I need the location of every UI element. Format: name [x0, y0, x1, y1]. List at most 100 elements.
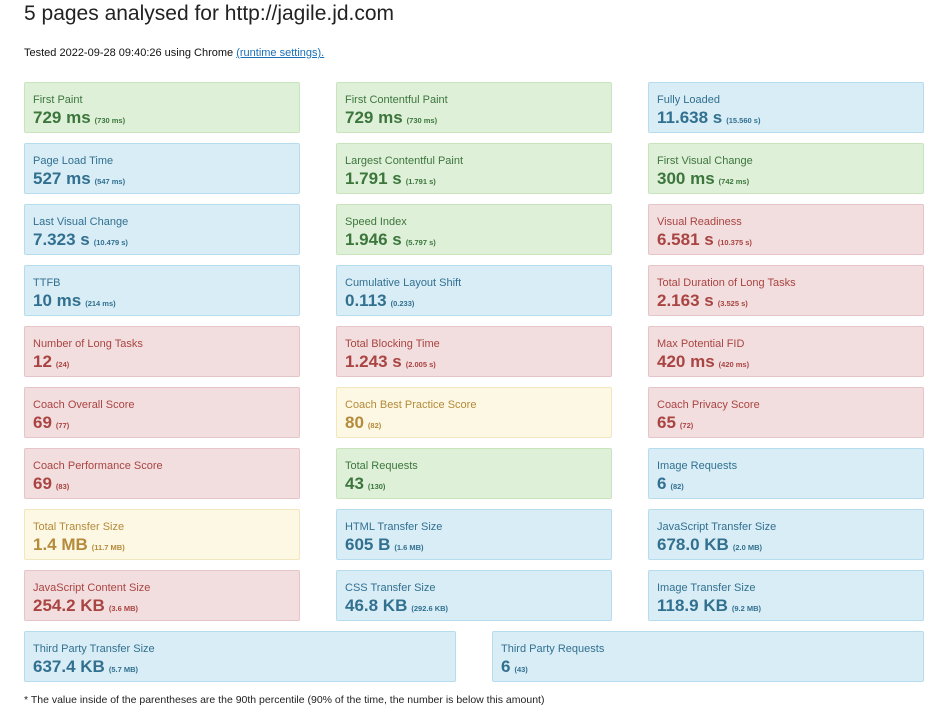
metric-value-row: 43 (130): [345, 474, 385, 494]
metric-value-row: 1.4 MB (11.7 MB): [33, 535, 125, 555]
metric-p90: (83): [55, 482, 70, 491]
metric-p90: (730 ms): [94, 116, 126, 125]
metric-value-row: 254.2 KB (3.6 MB): [33, 596, 138, 616]
metric-label: First Visual Change: [657, 155, 753, 167]
metric-card-first-contentful-paint: First Contentful Paint 729 ms (730 ms): [336, 82, 612, 133]
metric-card-coach-privacy-score: Coach Privacy Score 65 (72): [648, 387, 924, 438]
metric-p90: (2.005 s): [405, 360, 436, 369]
metric-label: Image Requests: [657, 460, 738, 472]
metric-card-largest-contentful-paint: Largest Contentful Paint 1.791 s (1.791 s): [336, 143, 612, 194]
metric-value: 729 ms: [345, 108, 403, 127]
metric-label: Total Transfer Size: [33, 521, 125, 533]
metric-value-row: 80 (82): [345, 413, 381, 433]
metric-value-row: 678.0 KB (2.0 MB): [657, 535, 762, 555]
metric-card-total-requests: Total Requests 43 (130): [336, 448, 612, 499]
metric-card-total-duration-of-long-tasks: Total Duration of Long Tasks 2.163 s (3.52…: [648, 265, 924, 316]
metric-p90: (10.375 s): [717, 238, 752, 247]
metric-label: Last Visual Change: [33, 216, 129, 228]
metric-value: 1.243 s: [345, 352, 402, 371]
metric-p90: (130): [367, 482, 386, 491]
metric-value-row: 12 (24): [33, 352, 69, 372]
metric-value-row: 527 ms (547 ms): [33, 169, 125, 189]
metric-p90: (2.0 MB): [732, 543, 762, 552]
metric-label: TTFB: [33, 277, 61, 289]
metric-value-row: 6 (43): [501, 657, 528, 677]
metric-label: Number of Long Tasks: [33, 338, 143, 350]
metric-label: JavaScript Content Size: [33, 582, 151, 594]
metric-value: 43: [345, 474, 364, 493]
metric-label: First Contentful Paint: [345, 94, 448, 106]
metric-label: Max Potential FID: [657, 338, 745, 350]
runtime-settings-link[interactable]: (runtime settings).: [236, 47, 325, 59]
metric-value-row: 7.323 s (10.479 s): [33, 230, 128, 250]
metric-value: 729 ms: [33, 108, 91, 127]
metric-label: HTML Transfer Size: [345, 521, 443, 533]
metric-p90: (24): [55, 360, 70, 369]
metric-value-row: 0.113 (0.233): [345, 291, 414, 311]
metric-value-row: 69 (83): [33, 474, 69, 494]
metric-label: Visual Readiness: [657, 216, 742, 228]
metric-p90: (10.479 s): [93, 238, 128, 247]
metric-card-third-party-transfer-size: Third Party Transfer Size 637.4 KB (5.7 MB…: [24, 631, 456, 682]
metric-card-image-requests: Image Requests 6 (82): [648, 448, 924, 499]
metric-p90: (214 ms): [85, 299, 116, 308]
metric-p90: (3.525 s): [717, 299, 748, 308]
metric-value-row: 1.791 s (1.791 s): [345, 169, 436, 189]
metric-value: 0.113: [345, 291, 387, 310]
metric-value: 46.8 KB: [345, 596, 408, 615]
metric-card-coach-performance-score: Coach Performance Score 69 (83): [24, 448, 300, 499]
metric-label: Speed Index: [345, 216, 407, 228]
metric-value-row: 10 ms (214 ms): [33, 291, 116, 311]
metric-p90: (1.791 s): [405, 177, 436, 186]
metric-card-css-transfer-size: CSS Transfer Size 46.8 KB (292.6 KB): [336, 570, 612, 621]
metric-value-row: 118.9 KB (9.2 MB): [657, 596, 761, 616]
metric-value: 6: [501, 657, 511, 676]
metric-label: Coach Privacy Score: [657, 399, 760, 411]
tested-text: Tested 2022-09-28 09:40:26 using Chrome: [24, 47, 237, 59]
metric-value: 7.323 s: [33, 230, 90, 249]
metric-value: 1.791 s: [345, 169, 402, 188]
metric-card-coach-overall-score: Coach Overall Score 69 (77): [24, 387, 300, 438]
metric-value: 527 ms: [33, 169, 91, 188]
metric-p90: (420 ms): [718, 360, 750, 369]
metric-card-total-transfer-size: Total Transfer Size 1.4 MB (11.7 MB): [24, 509, 300, 560]
metric-p90: (11.7 MB): [91, 543, 125, 552]
metric-label: Page Load Time: [33, 155, 114, 167]
metric-p90: (3.6 MB): [108, 604, 138, 613]
metric-p90: (43): [514, 665, 528, 674]
metric-card-visual-readiness: Visual Readiness 6.581 s (10.375 s): [648, 204, 924, 255]
metric-card-html-transfer-size: HTML Transfer Size 605 B (1.6 MB): [336, 509, 612, 560]
metric-p90: (9.2 MB): [731, 604, 762, 613]
metric-value: 10 ms: [33, 291, 82, 310]
metric-label: JavaScript Transfer Size: [657, 521, 777, 533]
metric-value: 80: [345, 413, 364, 432]
metric-value: 420 ms: [657, 352, 715, 371]
metric-p90: (292.6 KB): [411, 604, 449, 613]
metric-value: 65: [657, 413, 676, 432]
metric-value-row: 605 B (1.6 MB): [345, 535, 424, 555]
metric-p90: (730 ms): [406, 116, 438, 125]
metric-value-row: 1.243 s (2.005 s): [345, 352, 436, 372]
metric-card-page-load-time: Page Load Time 527 ms (547 ms): [24, 143, 300, 194]
metric-p90: (82): [670, 482, 684, 491]
metric-label: Coach Overall Score: [33, 399, 135, 411]
metric-value: 6: [657, 474, 667, 493]
metric-card-image-transfer-size: Image Transfer Size 118.9 KB (9.2 MB): [648, 570, 924, 621]
metric-card-third-party-requests: Third Party Requests 6 (43): [492, 631, 924, 682]
metric-card-ttfb: TTFB 10 ms (214 ms): [24, 265, 300, 316]
metric-p90: (82): [367, 421, 382, 430]
metric-value-row: 6.581 s (10.375 s): [657, 230, 752, 250]
metric-card-max-potential-fid: Max Potential FID 420 ms (420 ms): [648, 326, 924, 377]
metric-p90: (0.233): [390, 299, 415, 308]
metric-value: 678.0 KB: [657, 535, 729, 554]
metric-value: 12: [33, 352, 52, 371]
metric-card-number-of-long-tasks: Number of Long Tasks 12 (24): [24, 326, 300, 377]
metric-label: First Paint: [33, 94, 83, 106]
metric-label: Total Requests: [345, 460, 418, 472]
metric-value: 1.4 MB: [33, 535, 88, 554]
metric-p90: (77): [55, 421, 70, 430]
metric-value: 2.163 s: [657, 291, 714, 310]
metric-value: 6.581 s: [657, 230, 714, 249]
metric-value: 118.9 KB: [657, 596, 728, 615]
metric-card-last-visual-change: Last Visual Change 7.323 s (10.479 s): [24, 204, 300, 255]
